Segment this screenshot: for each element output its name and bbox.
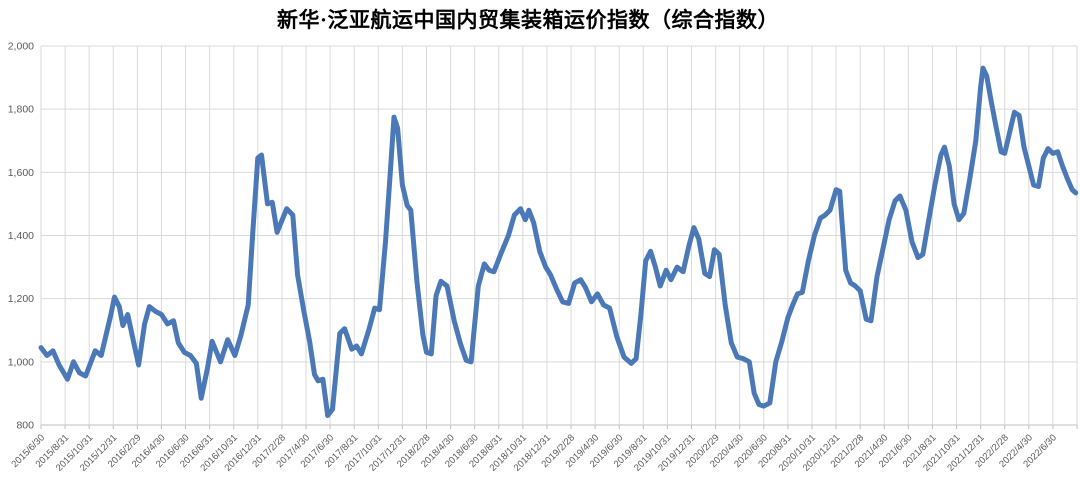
y-tick-label: 800 bbox=[16, 420, 34, 432]
series-line bbox=[38, 65, 1079, 418]
y-tick-label: 1,600 bbox=[8, 167, 34, 179]
y-tick-label: 1,400 bbox=[8, 230, 34, 242]
chart-title: 新华·泛亚航运中国内贸集装箱运价指数（综合指数） bbox=[276, 8, 779, 32]
y-tick-label: 2,000 bbox=[8, 41, 34, 53]
y-tick-label: 1,000 bbox=[8, 356, 34, 368]
y-tick-label: 1,800 bbox=[8, 104, 34, 116]
y-tick-label: 1,200 bbox=[8, 293, 34, 305]
